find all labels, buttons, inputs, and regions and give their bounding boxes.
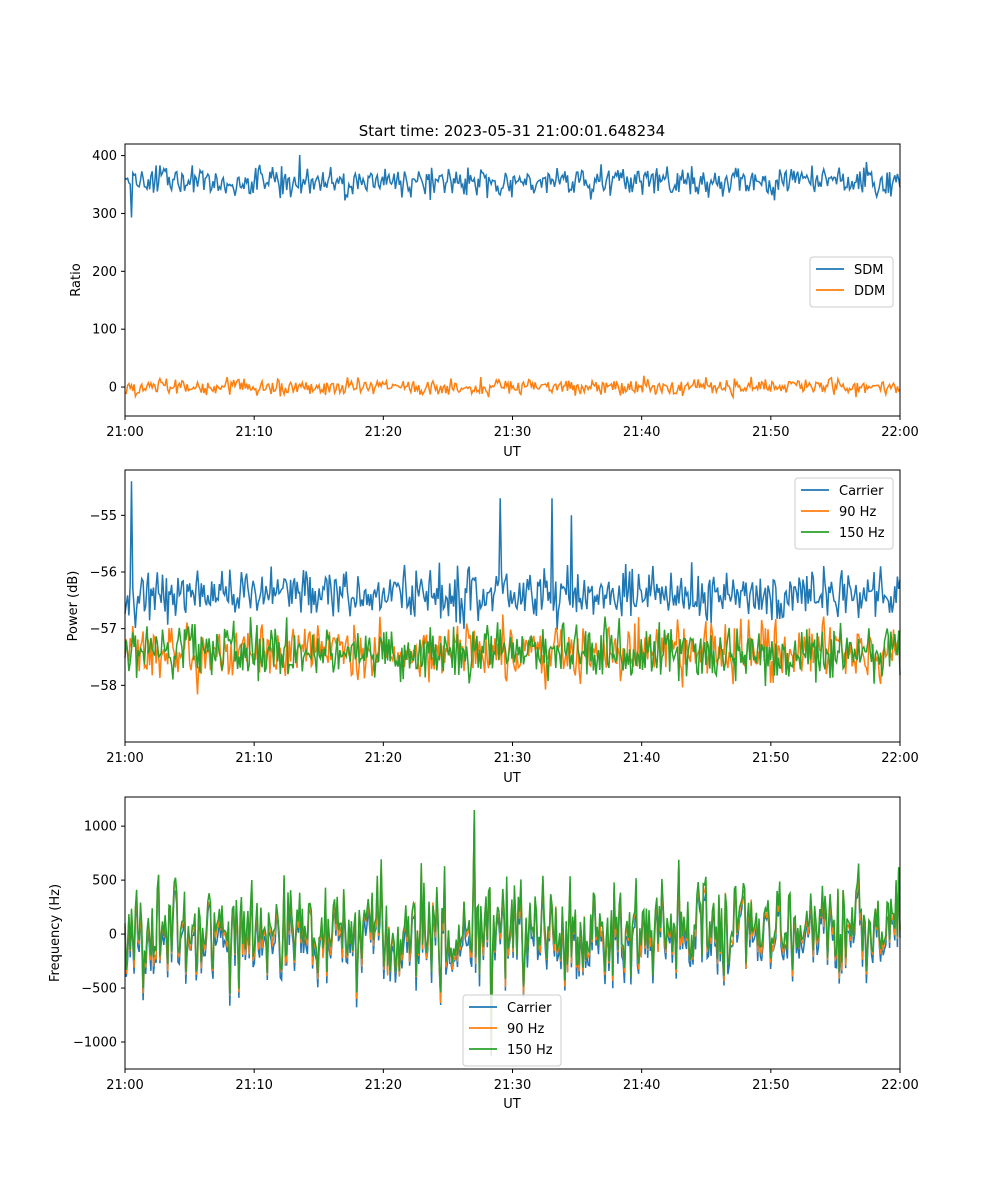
legend-label: 90 Hz [507,1022,544,1037]
y-tick-label: 1000 [84,820,117,835]
x-axis-label: UT [503,771,521,786]
series-line-150-hz [124,616,901,687]
x-tick-label: 21:00 [106,751,143,766]
x-tick-label: 21:20 [365,1078,402,1093]
y-tick-label: −55 [90,509,117,524]
series-line-ddm [124,375,901,400]
y-tick-label: 200 [92,265,117,280]
y-tick-label: 0 [109,381,117,396]
legend: SDM DDM [809,256,894,308]
legend-label: 90 Hz [839,505,876,520]
y-tick-label: 300 [92,207,117,222]
x-tick-label: 21:10 [235,751,272,766]
legend-label: 150 Hz [507,1043,553,1058]
x-tick-label: 21:40 [623,425,660,440]
series-line-carrier [124,481,901,630]
series-line-150-hz [124,809,901,1043]
legend-label: DDM [854,284,885,299]
series-line-sdm [124,154,901,218]
y-tick-label: 0 [109,928,117,943]
legend-label: Carrier [507,1001,552,1016]
y-tick-label: −57 [90,622,117,637]
legend-label: 150 Hz [839,526,885,541]
legend: Carrier 90 Hz 150 Hz [462,994,562,1067]
x-tick-label: 22:00 [881,751,918,766]
y-tick-label: 400 [92,149,117,164]
y-tick-label: −56 [90,566,117,581]
x-tick-label: 21:10 [235,1078,272,1093]
y-axis-label: Power (dB) [66,571,81,642]
y-tick-label: −500 [81,982,117,997]
y-axis-label: Frequency (Hz) [48,884,63,982]
x-tick-label: 21:00 [106,425,143,440]
x-tick-label: 22:00 [881,425,918,440]
x-tick-label: 21:10 [235,425,272,440]
y-tick-label: −1000 [73,1036,117,1051]
panel-ratio: 21:00 21:10 21:20 21:30 21:40 21:50 22:00 0 100… [69,143,919,460]
x-tick-label: 21:50 [752,425,789,440]
x-tick-label: 22:00 [881,1078,918,1093]
y-tick-label: 100 [92,323,117,338]
y-axis-label: Ratio [69,263,84,296]
suptitle: Start time: 2023-05-31 21:00:01.648234 [359,122,665,140]
x-tick-label: 21:30 [494,1078,531,1093]
x-tick-label: 21:50 [752,751,789,766]
legend-label: SDM [854,263,883,278]
x-tick-label: 21:20 [365,751,402,766]
y-tick-label: 500 [92,874,117,889]
y-tick-label: −58 [90,679,117,694]
x-tick-label: 21:50 [752,1078,789,1093]
x-tick-label: 21:40 [623,751,660,766]
legend-label: Carrier [839,484,884,499]
x-axis-label: UT [503,1097,521,1112]
legend: Carrier 90 Hz 150 Hz [794,477,894,550]
x-tick-label: 21:30 [494,751,531,766]
panel-power: 21:00 21:10 21:20 21:30 21:40 21:50 22:00 −58 −… [66,469,919,786]
x-tick-label: 21:30 [494,425,531,440]
x-axis-label: UT [503,445,521,460]
panel-frequency: 21:00 21:10 21:20 21:30 21:40 21:50 22:00 −100… [48,796,919,1112]
x-tick-label: 21:00 [106,1078,143,1093]
x-tick-label: 21:20 [365,425,402,440]
x-tick-label: 21:40 [623,1078,660,1093]
